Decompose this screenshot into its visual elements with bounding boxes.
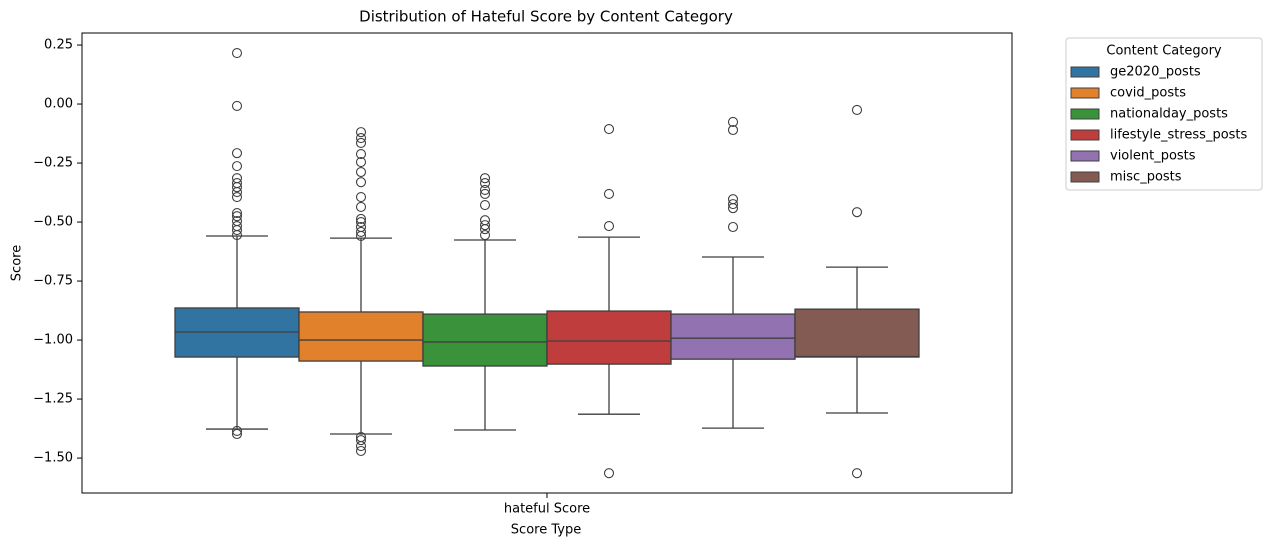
outlier xyxy=(355,445,367,457)
box xyxy=(422,313,548,367)
outlier xyxy=(355,157,367,168)
y-tick-label: 0.00 xyxy=(44,97,73,112)
outlier xyxy=(355,226,367,238)
y-tick-label: −1.25 xyxy=(33,392,73,407)
outlier xyxy=(231,425,243,436)
outlier xyxy=(603,221,615,232)
outlier xyxy=(479,173,491,184)
x-axis-label: Score Type xyxy=(511,523,581,538)
outlier xyxy=(231,191,243,203)
outlier xyxy=(231,48,243,59)
outlier xyxy=(727,221,739,233)
outlier xyxy=(603,124,615,135)
y-tick-label: −1.00 xyxy=(33,333,73,348)
outlier xyxy=(231,428,243,440)
legend-label: ge2020_posts xyxy=(1110,65,1201,80)
outlier xyxy=(479,188,491,200)
outlier xyxy=(355,213,367,225)
legend-frame xyxy=(1065,37,1263,191)
outlier xyxy=(231,208,243,219)
legend-label: covid_posts xyxy=(1110,86,1186,101)
outlier xyxy=(231,229,243,241)
legend-swatch xyxy=(1070,66,1100,78)
legend-title: Content Category xyxy=(1106,44,1222,59)
outlier xyxy=(479,184,491,196)
outlier xyxy=(479,178,491,189)
legend-swatch xyxy=(1070,108,1100,120)
outlier xyxy=(231,225,243,236)
outlier xyxy=(479,224,491,235)
outlier xyxy=(355,440,367,452)
y-tick-label: −0.25 xyxy=(33,156,73,171)
outlier xyxy=(355,132,367,144)
outlier xyxy=(355,191,367,203)
outlier xyxy=(727,199,739,210)
outlier xyxy=(355,435,367,446)
outlier xyxy=(479,200,491,211)
y-axis-label: Score xyxy=(10,245,25,281)
outlier xyxy=(231,100,243,111)
outlier xyxy=(479,229,491,241)
outlier xyxy=(355,127,367,138)
outlier xyxy=(231,161,243,172)
box xyxy=(298,311,424,362)
y-tick-label: −0.50 xyxy=(33,215,73,230)
outlier xyxy=(231,148,243,159)
outlier xyxy=(603,468,615,479)
outlier xyxy=(727,124,739,136)
outlier xyxy=(851,468,863,479)
outlier xyxy=(355,230,367,242)
outlier xyxy=(479,220,491,231)
outlier xyxy=(603,188,615,200)
outlier xyxy=(727,203,739,214)
x-tick-label: hateful Score xyxy=(504,502,590,517)
outlier xyxy=(727,116,739,128)
legend-swatch xyxy=(1070,129,1100,141)
chart-title: Distribution of Hateful Score by Content… xyxy=(359,8,733,26)
legend-label: violent_posts xyxy=(1110,149,1196,164)
outlier xyxy=(851,207,863,218)
outlier xyxy=(231,211,243,222)
legend-label: nationalday_posts xyxy=(1110,107,1228,122)
outlier xyxy=(231,187,243,198)
box xyxy=(794,308,920,358)
outlier xyxy=(355,201,367,212)
box xyxy=(546,310,672,365)
legend-label: misc_posts xyxy=(1110,170,1182,185)
y-tick-label: −0.75 xyxy=(33,274,73,289)
legend-swatch xyxy=(1070,171,1100,183)
outlier xyxy=(355,217,367,228)
legend-swatch xyxy=(1070,87,1100,99)
outlier xyxy=(355,149,367,160)
y-tick-label: −1.50 xyxy=(33,451,73,466)
plot-frame xyxy=(81,32,1013,494)
legend-swatch xyxy=(1070,150,1100,162)
outlier xyxy=(355,177,367,188)
outlier xyxy=(355,137,367,149)
y-tick-label: 0.25 xyxy=(44,38,73,53)
outlier xyxy=(851,104,863,115)
outlier xyxy=(231,182,243,193)
box xyxy=(670,313,796,360)
outlier xyxy=(355,166,367,178)
legend-label: lifestyle_stress_posts xyxy=(1110,128,1248,143)
